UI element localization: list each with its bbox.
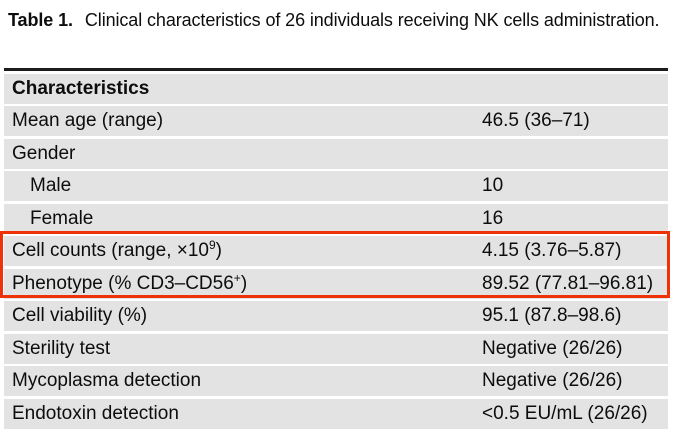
- row-label: Cell counts (range, ×109): [4, 236, 222, 266]
- table-row: Cell viability (%) 95.1 (87.8–98.6): [4, 301, 668, 331]
- row-label-superscript: +: [233, 270, 241, 285]
- row-label-text: Cell viability (%): [12, 305, 148, 326]
- row-value: 4.15 (3.76–5.87): [482, 240, 622, 261]
- row-label-suffix: ): [215, 240, 222, 261]
- row-label-superscript: 9: [208, 238, 216, 252]
- table-caption-number: Table 1.: [8, 10, 73, 30]
- row-label: Female: [4, 204, 93, 234]
- table-row-highlighted: Phenotype (% CD3–CD56+) 89.52 (77.81–96.…: [4, 268, 668, 299]
- row-label: Mycoplasma detection: [4, 366, 201, 396]
- row-value: Negative (26/26): [482, 370, 623, 391]
- table-row: Mycoplasma detection Negative (26/26): [4, 366, 668, 396]
- row-label: Gender: [4, 139, 75, 169]
- table-row: Sterility test Negative (26/26): [4, 333, 668, 364]
- row-label: Male: [4, 171, 71, 201]
- table-header-row: Characteristics: [4, 73, 668, 104]
- row-label-text: Gender: [12, 142, 76, 164]
- row-label-text: Mean age (range): [12, 110, 164, 131]
- row-label-text: Male: [30, 175, 72, 196]
- table-row: Male 10: [4, 171, 668, 201]
- table-row: Endotoxin detection <0.5 EU/mL (26/26): [4, 398, 668, 429]
- row-value: Negative (26/26): [482, 337, 623, 359]
- row-label-text: Cell counts (range, ×10: [12, 240, 209, 261]
- row-label: Sterility test: [4, 334, 110, 364]
- row-label: Phenotype (% CD3–CD56+): [4, 269, 247, 299]
- row-value: 95.1 (87.8–98.6): [482, 305, 622, 326]
- row-label-text: Endotoxin detection: [12, 402, 179, 424]
- row-value: 10: [482, 175, 504, 196]
- row-value: 46.5 (36–71): [482, 110, 590, 131]
- table-caption: Table 1. Clinical characteristics of 26 i…: [8, 7, 666, 33]
- row-label: Endotoxin detection: [4, 399, 179, 429]
- table-top-rule: [4, 68, 668, 71]
- table-row: Gender: [4, 138, 668, 169]
- row-label-suffix: ): [240, 272, 248, 294]
- row-value: 16: [482, 207, 504, 229]
- row-label-text: Phenotype (% CD3–CD56: [12, 272, 234, 294]
- row-label: Mean age (range): [4, 106, 163, 136]
- row-label-text: Sterility test: [12, 337, 111, 359]
- table-row: Mean age (range) 46.5 (36–71): [4, 106, 668, 136]
- table-row: Female 16: [4, 203, 668, 234]
- row-value: <0.5 EU/mL (26/26): [482, 402, 648, 424]
- row-label-text: Mycoplasma detection: [12, 370, 202, 391]
- clinical-characteristics-table: Characteristics Mean age (range) 46.5 (3…: [4, 68, 668, 429]
- row-label: Cell viability (%): [4, 301, 147, 331]
- table-caption-text: Clinical characteristics of 26 individua…: [84, 10, 660, 30]
- row-label-text: Female: [30, 207, 94, 229]
- header-label: Characteristics: [12, 77, 150, 99]
- row-value: 89.52 (77.81–96.81): [482, 272, 654, 294]
- table-row-highlighted: Cell counts (range, ×109) 4.15 (3.76–5.8…: [4, 236, 668, 266]
